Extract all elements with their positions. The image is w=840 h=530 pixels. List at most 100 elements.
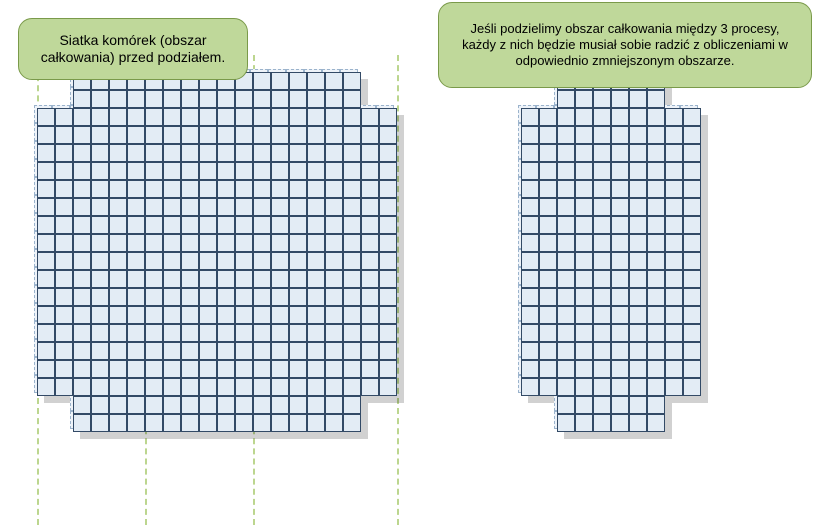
grid-cell — [73, 306, 91, 324]
grid-cell — [539, 252, 557, 270]
grid-cell — [109, 360, 127, 378]
grid-cell — [55, 198, 73, 216]
grid-cell — [539, 360, 557, 378]
grid-cell — [289, 126, 307, 144]
grid-cell — [307, 306, 325, 324]
grid-cell — [289, 144, 307, 162]
grid-cell — [539, 234, 557, 252]
grid-cell — [91, 414, 109, 432]
grid-cell — [127, 180, 145, 198]
grid-cell — [611, 90, 629, 108]
grid-cell — [91, 360, 109, 378]
grid-cell — [647, 144, 665, 162]
grid-cell — [271, 108, 289, 126]
grid-cell — [271, 378, 289, 396]
grid-cell — [181, 360, 199, 378]
grid-cell — [37, 252, 55, 270]
grid-cell — [307, 72, 325, 90]
grid-cell — [683, 342, 701, 360]
grid-cell — [683, 108, 701, 126]
grid-cell — [557, 270, 575, 288]
grid-cell — [253, 126, 271, 144]
grid-cell — [343, 180, 361, 198]
grid-cell — [289, 90, 307, 108]
grid-cell — [557, 216, 575, 234]
grid-cell — [109, 90, 127, 108]
grid-cell — [181, 126, 199, 144]
grid-cell — [37, 216, 55, 234]
grid-cell — [361, 234, 379, 252]
grid-cell — [575, 144, 593, 162]
grid-cell — [73, 162, 91, 180]
grid-cell — [253, 360, 271, 378]
grid-cell — [55, 252, 73, 270]
grid-cell — [37, 360, 55, 378]
grid-cell — [629, 378, 647, 396]
grid-cell — [557, 252, 575, 270]
grid-cell — [199, 162, 217, 180]
callout-left-text: Siatka komórek (obszar całkowania) przed… — [33, 32, 233, 67]
grid-cell — [253, 216, 271, 234]
grid-cell — [271, 288, 289, 306]
grid-cell — [665, 180, 683, 198]
grid-cell — [521, 198, 539, 216]
grid-cell — [271, 342, 289, 360]
grid-cell — [163, 288, 181, 306]
grid-cell — [307, 108, 325, 126]
grid-cell — [163, 126, 181, 144]
grid-cell — [647, 396, 665, 414]
grid-cell — [235, 198, 253, 216]
grid-cell — [539, 324, 557, 342]
grid-cell — [521, 108, 539, 126]
grid-cell — [575, 414, 593, 432]
grid-cell — [683, 360, 701, 378]
grid-cell — [145, 378, 163, 396]
grid-cell — [217, 216, 235, 234]
grid-cell — [325, 90, 343, 108]
grid-cell — [91, 162, 109, 180]
grid-cell — [557, 324, 575, 342]
grid-cell — [109, 180, 127, 198]
grid-cell — [199, 144, 217, 162]
grid-cell — [235, 234, 253, 252]
grid-cell — [361, 180, 379, 198]
grid-cell — [163, 180, 181, 198]
grid-cell — [199, 126, 217, 144]
grid-cell — [253, 378, 271, 396]
grid-cell — [575, 270, 593, 288]
grid-cell — [665, 306, 683, 324]
grid-cell — [343, 396, 361, 414]
grid-cell — [361, 108, 379, 126]
grid-cell — [361, 342, 379, 360]
grid-cell — [109, 162, 127, 180]
grid-cell — [343, 306, 361, 324]
grid-cell — [575, 216, 593, 234]
grid-cell — [521, 324, 539, 342]
grid-cell — [253, 324, 271, 342]
grid-cell — [647, 360, 665, 378]
grid-cell — [127, 198, 145, 216]
grid-cell — [343, 108, 361, 126]
grid-cell — [379, 234, 397, 252]
grid-cell — [37, 342, 55, 360]
grid-cell — [611, 180, 629, 198]
grid-cell — [181, 162, 199, 180]
grid-cell — [611, 396, 629, 414]
grid-cell — [343, 216, 361, 234]
grid-cell — [37, 162, 55, 180]
grid-cell — [379, 306, 397, 324]
grid-cell — [343, 360, 361, 378]
grid-cell — [665, 108, 683, 126]
grid-cell — [181, 270, 199, 288]
grid-cell — [271, 144, 289, 162]
grid-cell — [127, 396, 145, 414]
grid-cell — [665, 144, 683, 162]
grid-cell — [307, 162, 325, 180]
grid-cell — [253, 90, 271, 108]
grid-cell — [91, 342, 109, 360]
grid-cell — [539, 126, 557, 144]
grid-cell — [109, 252, 127, 270]
grid-cell — [629, 306, 647, 324]
grid-cell — [37, 198, 55, 216]
grid-cell — [109, 288, 127, 306]
